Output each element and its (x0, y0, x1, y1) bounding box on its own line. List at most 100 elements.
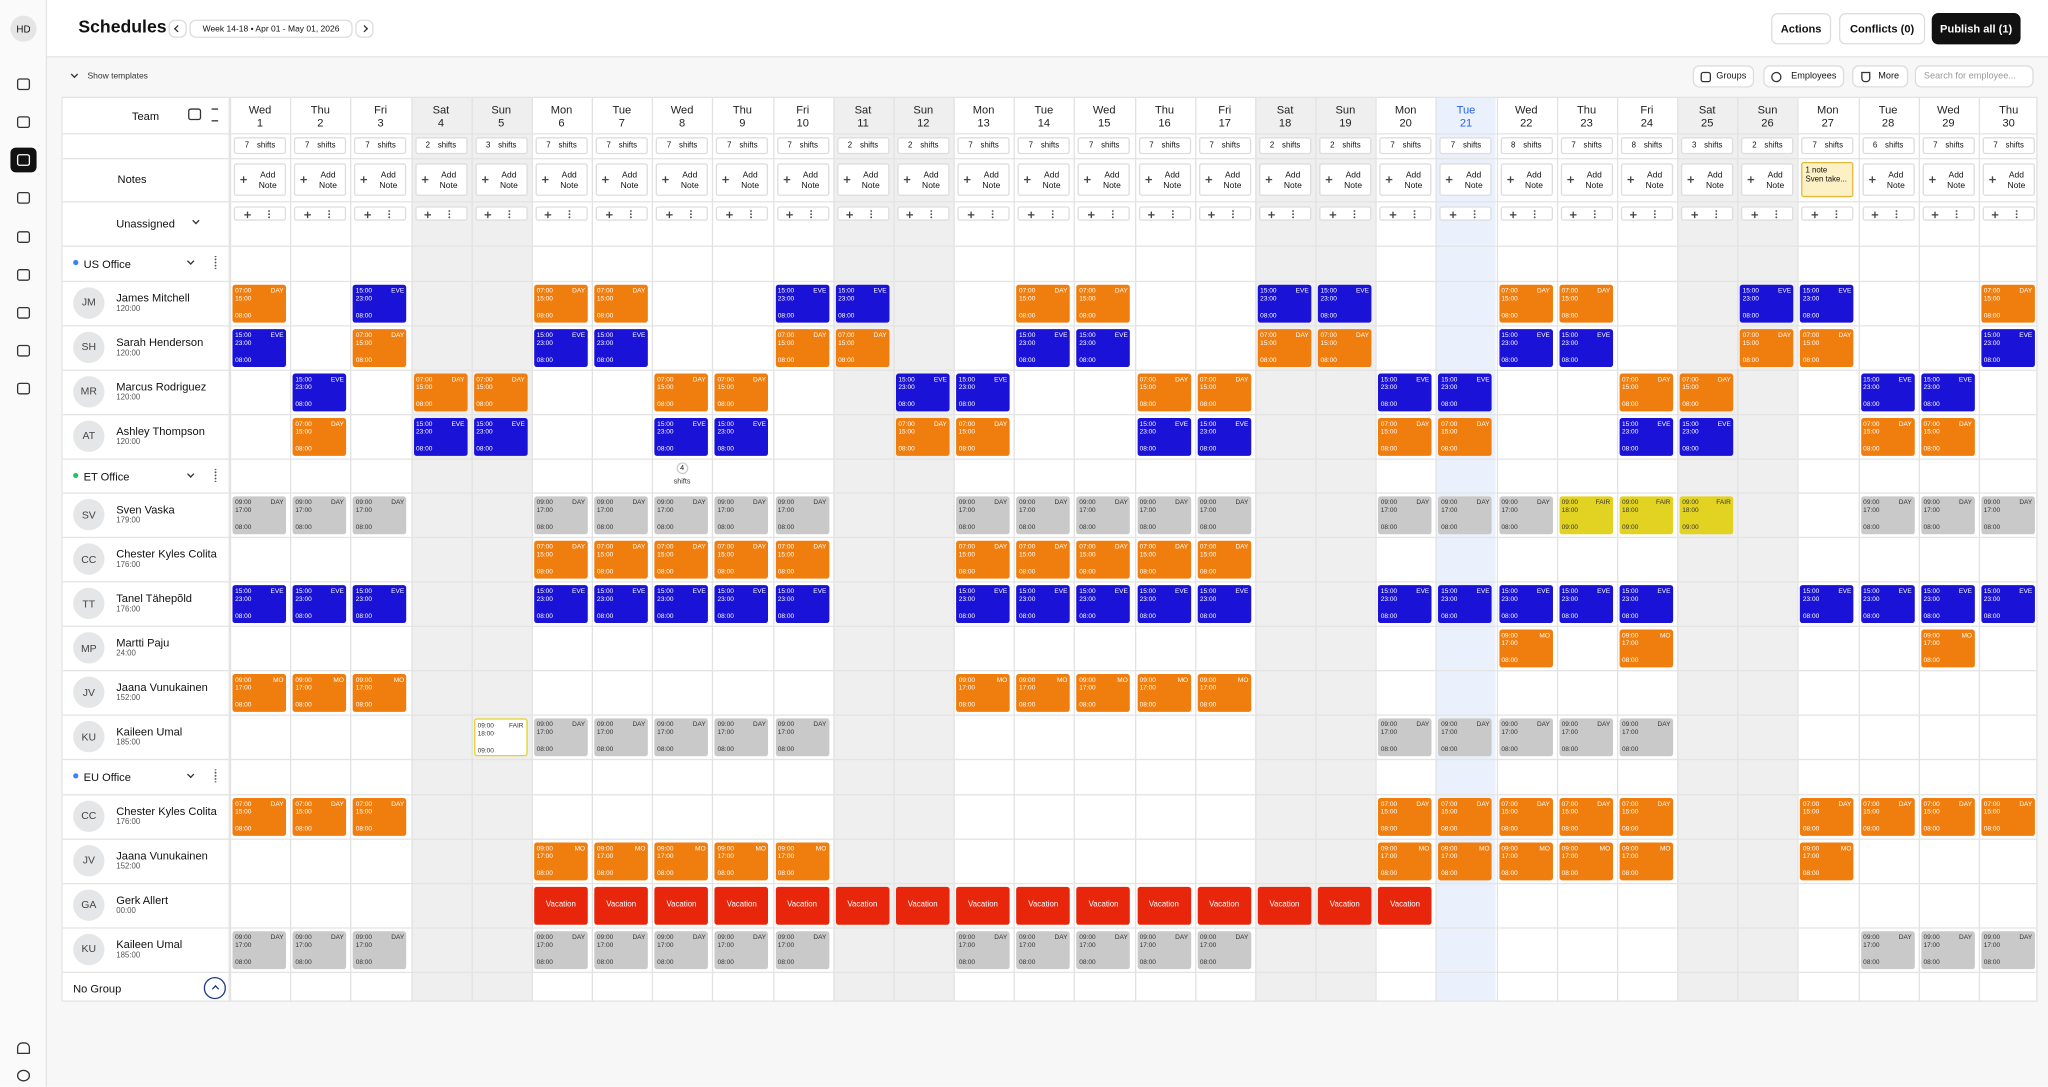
shift[interactable]: 15:00 EVE 23:00 08:00 (1981, 328, 2035, 367)
unassigned-slot[interactable] (1379, 206, 1432, 221)
shift[interactable]: 09:00 DAY 17:00 08:00 (594, 930, 649, 969)
shift[interactable]: 15:00 EVE 23:00 08:00 (1920, 372, 1975, 411)
shift[interactable]: Vacation (775, 886, 829, 925)
shift[interactable]: 09:00 DAY 17:00 08:00 (1920, 496, 1975, 535)
shift[interactable]: 09:00 MO 17:00 08:00 (1136, 673, 1191, 712)
shift[interactable]: 09:00 MO 17:00 08:00 (714, 841, 769, 880)
shift[interactable]: 09:00 DAY 17:00 08:00 (956, 496, 1010, 535)
unassigned-slot[interactable] (716, 206, 769, 221)
shift[interactable]: 09:00 MO 17:00 08:00 (594, 841, 649, 880)
add-note[interactable]: Add Note (1017, 163, 1071, 196)
shift[interactable]: Vacation (956, 886, 1010, 925)
shift[interactable]: 09:00 DAY 17:00 08:00 (232, 496, 287, 535)
more-icon[interactable] (212, 468, 217, 482)
unassigned-slot[interactable] (1198, 206, 1252, 221)
show-templates[interactable]: Show templates (87, 71, 148, 81)
shift[interactable]: 15:00 EVE 23:00 08:00 (714, 417, 769, 456)
shift[interactable]: 07:00 DAY 15:00 08:00 (594, 284, 649, 322)
shift[interactable]: 09:00 DAY 17:00 08:00 (1136, 496, 1191, 535)
shift[interactable]: 15:00 EVE 23:00 08:00 (1197, 585, 1252, 624)
shift[interactable]: 07:00 DAY 15:00 08:00 (594, 540, 649, 579)
shift[interactable]: 09:00 MO 17:00 08:00 (353, 673, 407, 712)
shift[interactable]: 07:00 DAY 15:00 08:00 (413, 372, 468, 411)
shift[interactable]: 09:00 DAY 17:00 08:00 (1197, 496, 1252, 535)
shift[interactable]: 09:00 DAY 17:00 08:00 (714, 718, 769, 757)
add-note[interactable]: Add Note (1922, 163, 1975, 196)
shift[interactable]: Vacation (594, 886, 649, 925)
unassigned-slot[interactable] (1500, 206, 1553, 221)
shift[interactable]: 09:00 MO 17:00 08:00 (775, 841, 829, 880)
shift[interactable]: 07:00 DAY 15:00 08:00 (1136, 540, 1191, 579)
nav-icon[interactable] (16, 382, 31, 395)
shift[interactable]: 09:00 DAY 17:00 08:00 (292, 930, 347, 969)
shift[interactable]: 15:00 EVE 23:00 08:00 (1317, 284, 1372, 322)
shift[interactable]: 09:00 MO 17:00 08:00 (1016, 673, 1071, 712)
shift[interactable]: 07:00 DAY 15:00 08:00 (292, 417, 347, 456)
shift[interactable]: 07:00 DAY 15:00 08:00 (1498, 284, 1553, 322)
shift[interactable]: 07:00 DAY 15:00 08:00 (1559, 797, 1613, 836)
shift[interactable]: 07:00 DAY 15:00 08:00 (1619, 372, 1674, 411)
add-note[interactable]: Add Note (595, 163, 649, 196)
shift[interactable]: 09:00 DAY 17:00 08:00 (594, 718, 649, 757)
nav-icon[interactable] (16, 191, 31, 204)
shift[interactable]: 15:00 EVE 23:00 08:00 (1559, 585, 1613, 624)
shift[interactable]: Vacation (1257, 886, 1312, 925)
groups-button[interactable]: Groups (1692, 65, 1755, 88)
shift[interactable]: 15:00 EVE 23:00 08:00 (1378, 585, 1432, 624)
shift[interactable]: 09:00 DAY 17:00 08:00 (956, 930, 1010, 969)
shift[interactable]: 09:00 DAY 17:00 08:00 (533, 930, 588, 969)
shift[interactable]: 07:00 DAY 15:00 08:00 (1679, 372, 1734, 411)
add-note[interactable]: Add Note (1379, 163, 1432, 196)
shift[interactable]: 09:00 DAY 17:00 08:00 (1016, 930, 1071, 969)
shift[interactable]: 09:00 MO 17:00 08:00 (654, 841, 709, 880)
notifications-icon[interactable] (16, 1042, 31, 1055)
shift[interactable]: 09:00 DAY 17:00 08:00 (1378, 496, 1432, 535)
shift[interactable]: 07:00 DAY 15:00 08:00 (1800, 797, 1855, 836)
unassigned-slot[interactable] (294, 206, 347, 221)
add-note[interactable]: Add Note (1198, 163, 1252, 196)
shift[interactable]: 07:00 DAY 15:00 08:00 (1136, 372, 1191, 411)
add-note[interactable]: Add Note (294, 163, 347, 196)
add-note[interactable]: Add Note (957, 163, 1010, 196)
unassigned-slot[interactable] (1982, 206, 2035, 221)
shift[interactable]: 15:00 EVE 23:00 08:00 (1438, 585, 1493, 624)
shift[interactable]: 15:00 EVE 23:00 08:00 (1800, 284, 1855, 322)
unassigned-slot[interactable] (414, 206, 468, 221)
unassigned-slot[interactable] (474, 206, 528, 221)
shift[interactable]: 07:00 DAY 15:00 08:00 (1076, 540, 1131, 579)
shift[interactable]: 09:00 DAY 17:00 08:00 (1076, 496, 1131, 535)
shift[interactable]: 07:00 DAY 15:00 08:00 (1317, 328, 1372, 367)
shift[interactable]: 07:00 DAY 15:00 08:00 (1438, 797, 1493, 836)
add-note[interactable]: Add Note (354, 163, 407, 196)
shift[interactable]: 15:00 EVE 23:00 08:00 (594, 585, 649, 624)
shift[interactable]: 09:00 MO 17:00 08:00 (1800, 841, 1855, 880)
unassigned-slot[interactable] (233, 206, 287, 221)
shift[interactable]: 09:00 DAY 17:00 08:00 (1197, 930, 1252, 969)
unassigned-slot[interactable] (1680, 206, 1734, 221)
shift[interactable]: Vacation (1317, 886, 1372, 925)
shift[interactable]: 07:00 DAY 15:00 08:00 (1800, 328, 1855, 367)
note[interactable]: 1 note Sven take... (1801, 161, 1855, 198)
shift[interactable]: 07:00 DAY 15:00 08:00 (654, 540, 709, 579)
shift[interactable]: 09:00 DAY 17:00 08:00 (654, 930, 709, 969)
unassigned-slot[interactable] (655, 206, 709, 221)
add-note[interactable]: Add Note (1500, 163, 1553, 196)
add-note[interactable]: Add Note (1982, 163, 2035, 196)
add-note[interactable]: Add Note (655, 163, 709, 196)
shift[interactable]: 09:00 DAY 17:00 08:00 (1378, 718, 1432, 757)
conflict-badge[interactable]: 4 (676, 461, 688, 474)
shift[interactable]: 09:00 DAY 17:00 08:00 (1920, 930, 1975, 969)
shift[interactable]: 07:00 DAY 15:00 08:00 (232, 797, 287, 836)
conflicts-button[interactable]: Conflicts (0) (1839, 13, 1926, 45)
shift[interactable]: 15:00 EVE 23:00 08:00 (895, 372, 950, 411)
shift[interactable]: 09:00 DAY 17:00 08:00 (654, 718, 709, 757)
shift[interactable]: 07:00 DAY 15:00 08:00 (956, 417, 1010, 456)
shift[interactable]: 09:00 MO 17:00 08:00 (1619, 841, 1674, 880)
shift[interactable]: 09:00 MO 17:00 08:00 (1619, 629, 1674, 668)
unassigned-slot[interactable] (1922, 206, 1975, 221)
shift[interactable]: 09:00 DAY 17:00 08:00 (654, 496, 709, 535)
shift[interactable]: 15:00 EVE 23:00 08:00 (1136, 417, 1191, 456)
shift[interactable]: 07:00 DAY 15:00 08:00 (1860, 797, 1915, 836)
unassigned-slot[interactable] (1801, 206, 1855, 221)
settings-icon[interactable] (16, 1069, 31, 1082)
